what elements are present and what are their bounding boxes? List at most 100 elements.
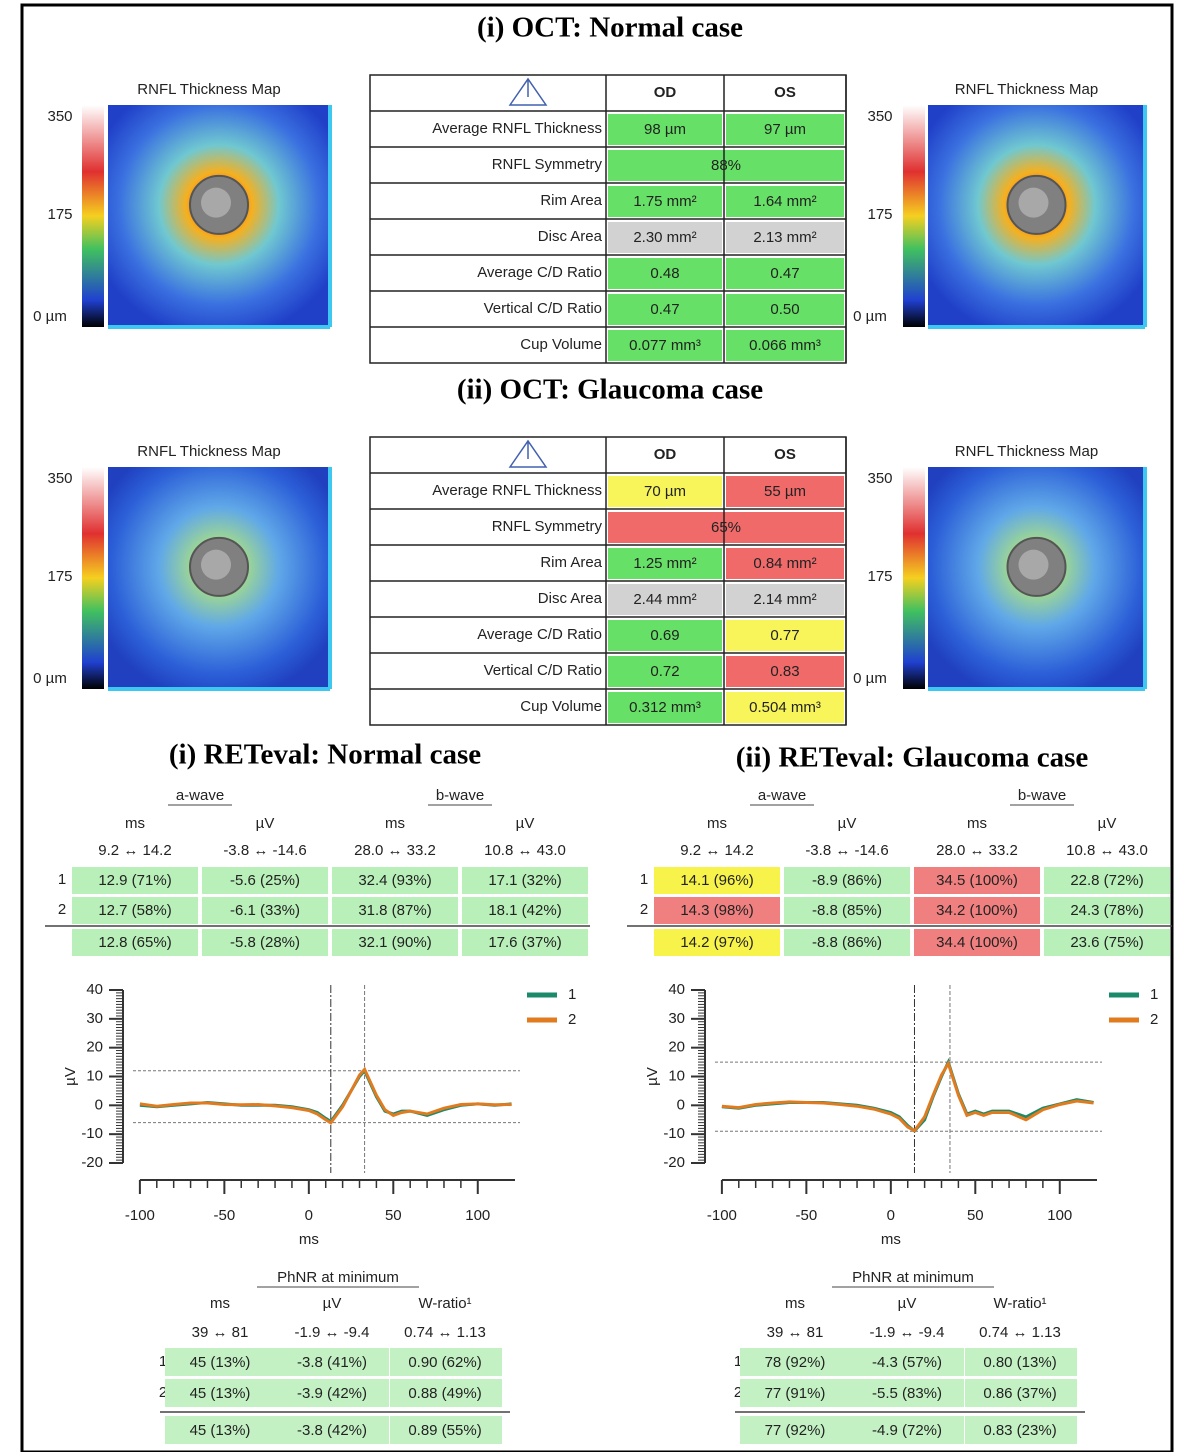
y-tick-label: 0 xyxy=(95,1096,103,1113)
cell-value: 17.1 (32%) xyxy=(488,872,561,889)
x-tick-label: 50 xyxy=(385,1207,402,1224)
cell-value: -8.9 (86%) xyxy=(812,872,882,889)
cell-value: 45 (13%) xyxy=(190,1385,251,1402)
cell-value: 34.4 (100%) xyxy=(936,934,1018,951)
row-label: Disc Area xyxy=(538,228,603,245)
y-tick-label: 10 xyxy=(668,1067,685,1084)
y-tick-label: 40 xyxy=(86,981,103,998)
legend-label: 1 xyxy=(568,986,576,1003)
unit-label: µV xyxy=(323,1295,342,1312)
cell-value: 12.8 (65%) xyxy=(98,934,171,951)
cell-value: 1.64 mm² xyxy=(753,193,816,210)
cell-value: 12.7 (58%) xyxy=(98,902,171,919)
range-label: 39 ↔ 81 xyxy=(767,1324,824,1341)
cell-value: 0.69 xyxy=(650,627,679,644)
cell-value: 70 µm xyxy=(644,483,686,500)
row-label: RNFL Symmetry xyxy=(492,156,603,173)
section-title: (i) OCT: Normal case xyxy=(477,12,743,44)
range-label: 9.2 ↔ 14.2 xyxy=(98,842,171,859)
map-title: RNFL Thickness Map xyxy=(137,81,280,98)
cell-value: 17.6 (37%) xyxy=(488,934,561,951)
cell-value: 0.066 mm³ xyxy=(749,337,821,354)
scale-label: 175 xyxy=(867,568,892,585)
cell-value: 0.83 (23%) xyxy=(983,1422,1056,1439)
cell-value: 77 (92%) xyxy=(765,1422,826,1439)
cell-value: 0.77 xyxy=(770,627,799,644)
range-label: 28.0 ↔ 33.2 xyxy=(354,842,436,859)
section-title: (ii) RETeval: Glaucoma case xyxy=(736,742,1089,774)
cell-value: 0.47 xyxy=(650,301,679,318)
cell-value: 14.3 (98%) xyxy=(680,902,753,919)
cell-value: 2.44 mm² xyxy=(633,591,696,608)
x-tick-label: 0 xyxy=(305,1207,313,1224)
cell-value: 0.83 xyxy=(770,663,799,680)
x-tick-label: 100 xyxy=(465,1207,490,1224)
row-label: 1 xyxy=(640,871,648,888)
row-label: 2 xyxy=(640,901,648,918)
range-label: -1.9 ↔ -9.4 xyxy=(869,1324,944,1341)
cell-value: 97 µm xyxy=(764,121,806,138)
cell-value: 0.312 mm³ xyxy=(629,699,701,716)
scale-label: 0 µm xyxy=(33,670,67,687)
row-label: Rim Area xyxy=(540,554,602,571)
scale-label: 175 xyxy=(47,568,72,585)
optic-cup xyxy=(1019,188,1049,218)
scale-label: 350 xyxy=(867,470,892,487)
row-label: Vertical C/D Ratio xyxy=(484,662,602,679)
row-label: 2 xyxy=(58,901,66,918)
cell-value: -8.8 (85%) xyxy=(812,902,882,919)
cell-value: 88% xyxy=(711,157,741,174)
cell-value: -4.3 (57%) xyxy=(872,1354,942,1371)
range-label: 9.2 ↔ 14.2 xyxy=(680,842,753,859)
page: {"oct": [ {"title": "(i) OCT: Normal cas… xyxy=(0,0,1177,1452)
unit-label: ms xyxy=(125,815,145,832)
column-header: OS xyxy=(774,446,796,463)
row-label: Average RNFL Thickness xyxy=(432,482,602,499)
range-label: 39 ↔ 81 xyxy=(192,1324,249,1341)
x-axis-label: ms xyxy=(299,1231,319,1248)
color-scale xyxy=(82,105,104,327)
unit-label: W-ratio¹ xyxy=(993,1295,1046,1312)
column-header: OS xyxy=(774,84,796,101)
cell-value: -5.5 (83%) xyxy=(872,1385,942,1402)
unit-label: µV xyxy=(516,815,535,832)
range-label: 0.74 ↔ 1.13 xyxy=(979,1324,1061,1341)
legend-label: 1 xyxy=(1150,986,1158,1003)
cell-value: 32.1 (90%) xyxy=(358,934,431,951)
cell-value: 0.80 (13%) xyxy=(983,1354,1056,1371)
y-tick-label: -10 xyxy=(81,1125,103,1142)
scale-label: 175 xyxy=(47,206,72,223)
color-scale xyxy=(903,467,925,689)
cell-value: 0.504 mm³ xyxy=(749,699,821,716)
range-label: 10.8 ↔ 43.0 xyxy=(1066,842,1148,859)
cell-value: -3.9 (42%) xyxy=(297,1385,367,1402)
map-title: RNFL Thickness Map xyxy=(955,443,1098,460)
cell-value: -8.8 (86%) xyxy=(812,934,882,951)
cell-value: 14.2 (97%) xyxy=(680,934,753,951)
cell-value: 77 (91%) xyxy=(765,1385,826,1402)
cell-value: 2.14 mm² xyxy=(753,591,816,608)
color-scale xyxy=(82,467,104,689)
cell-value: 23.6 (75%) xyxy=(1070,934,1143,951)
warning-icon xyxy=(510,441,546,467)
cell-value: 1.25 mm² xyxy=(633,555,696,572)
cell-value: 98 µm xyxy=(644,121,686,138)
row-label: Vertical C/D Ratio xyxy=(484,300,602,317)
optic-cup xyxy=(201,188,231,218)
x-tick-label: -100 xyxy=(125,1207,155,1224)
cell-value: 18.1 (42%) xyxy=(488,902,561,919)
erg-trace xyxy=(722,1062,1094,1131)
unit-label: µV xyxy=(256,815,275,832)
range-label: 0.74 ↔ 1.13 xyxy=(404,1324,486,1341)
unit-label: ms xyxy=(707,815,727,832)
column-header: OD xyxy=(654,446,677,463)
y-tick-label: 40 xyxy=(668,981,685,998)
scale-label: 175 xyxy=(867,206,892,223)
cell-value: -6.1 (33%) xyxy=(230,902,300,919)
cell-value: -5.8 (28%) xyxy=(230,934,300,951)
cell-value: 34.2 (100%) xyxy=(936,902,1018,919)
y-axis-label: µV xyxy=(62,1067,79,1086)
cell-value: 0.86 (37%) xyxy=(983,1385,1056,1402)
y-tick-label: -20 xyxy=(81,1154,103,1171)
cell-value: 2.13 mm² xyxy=(753,229,816,246)
